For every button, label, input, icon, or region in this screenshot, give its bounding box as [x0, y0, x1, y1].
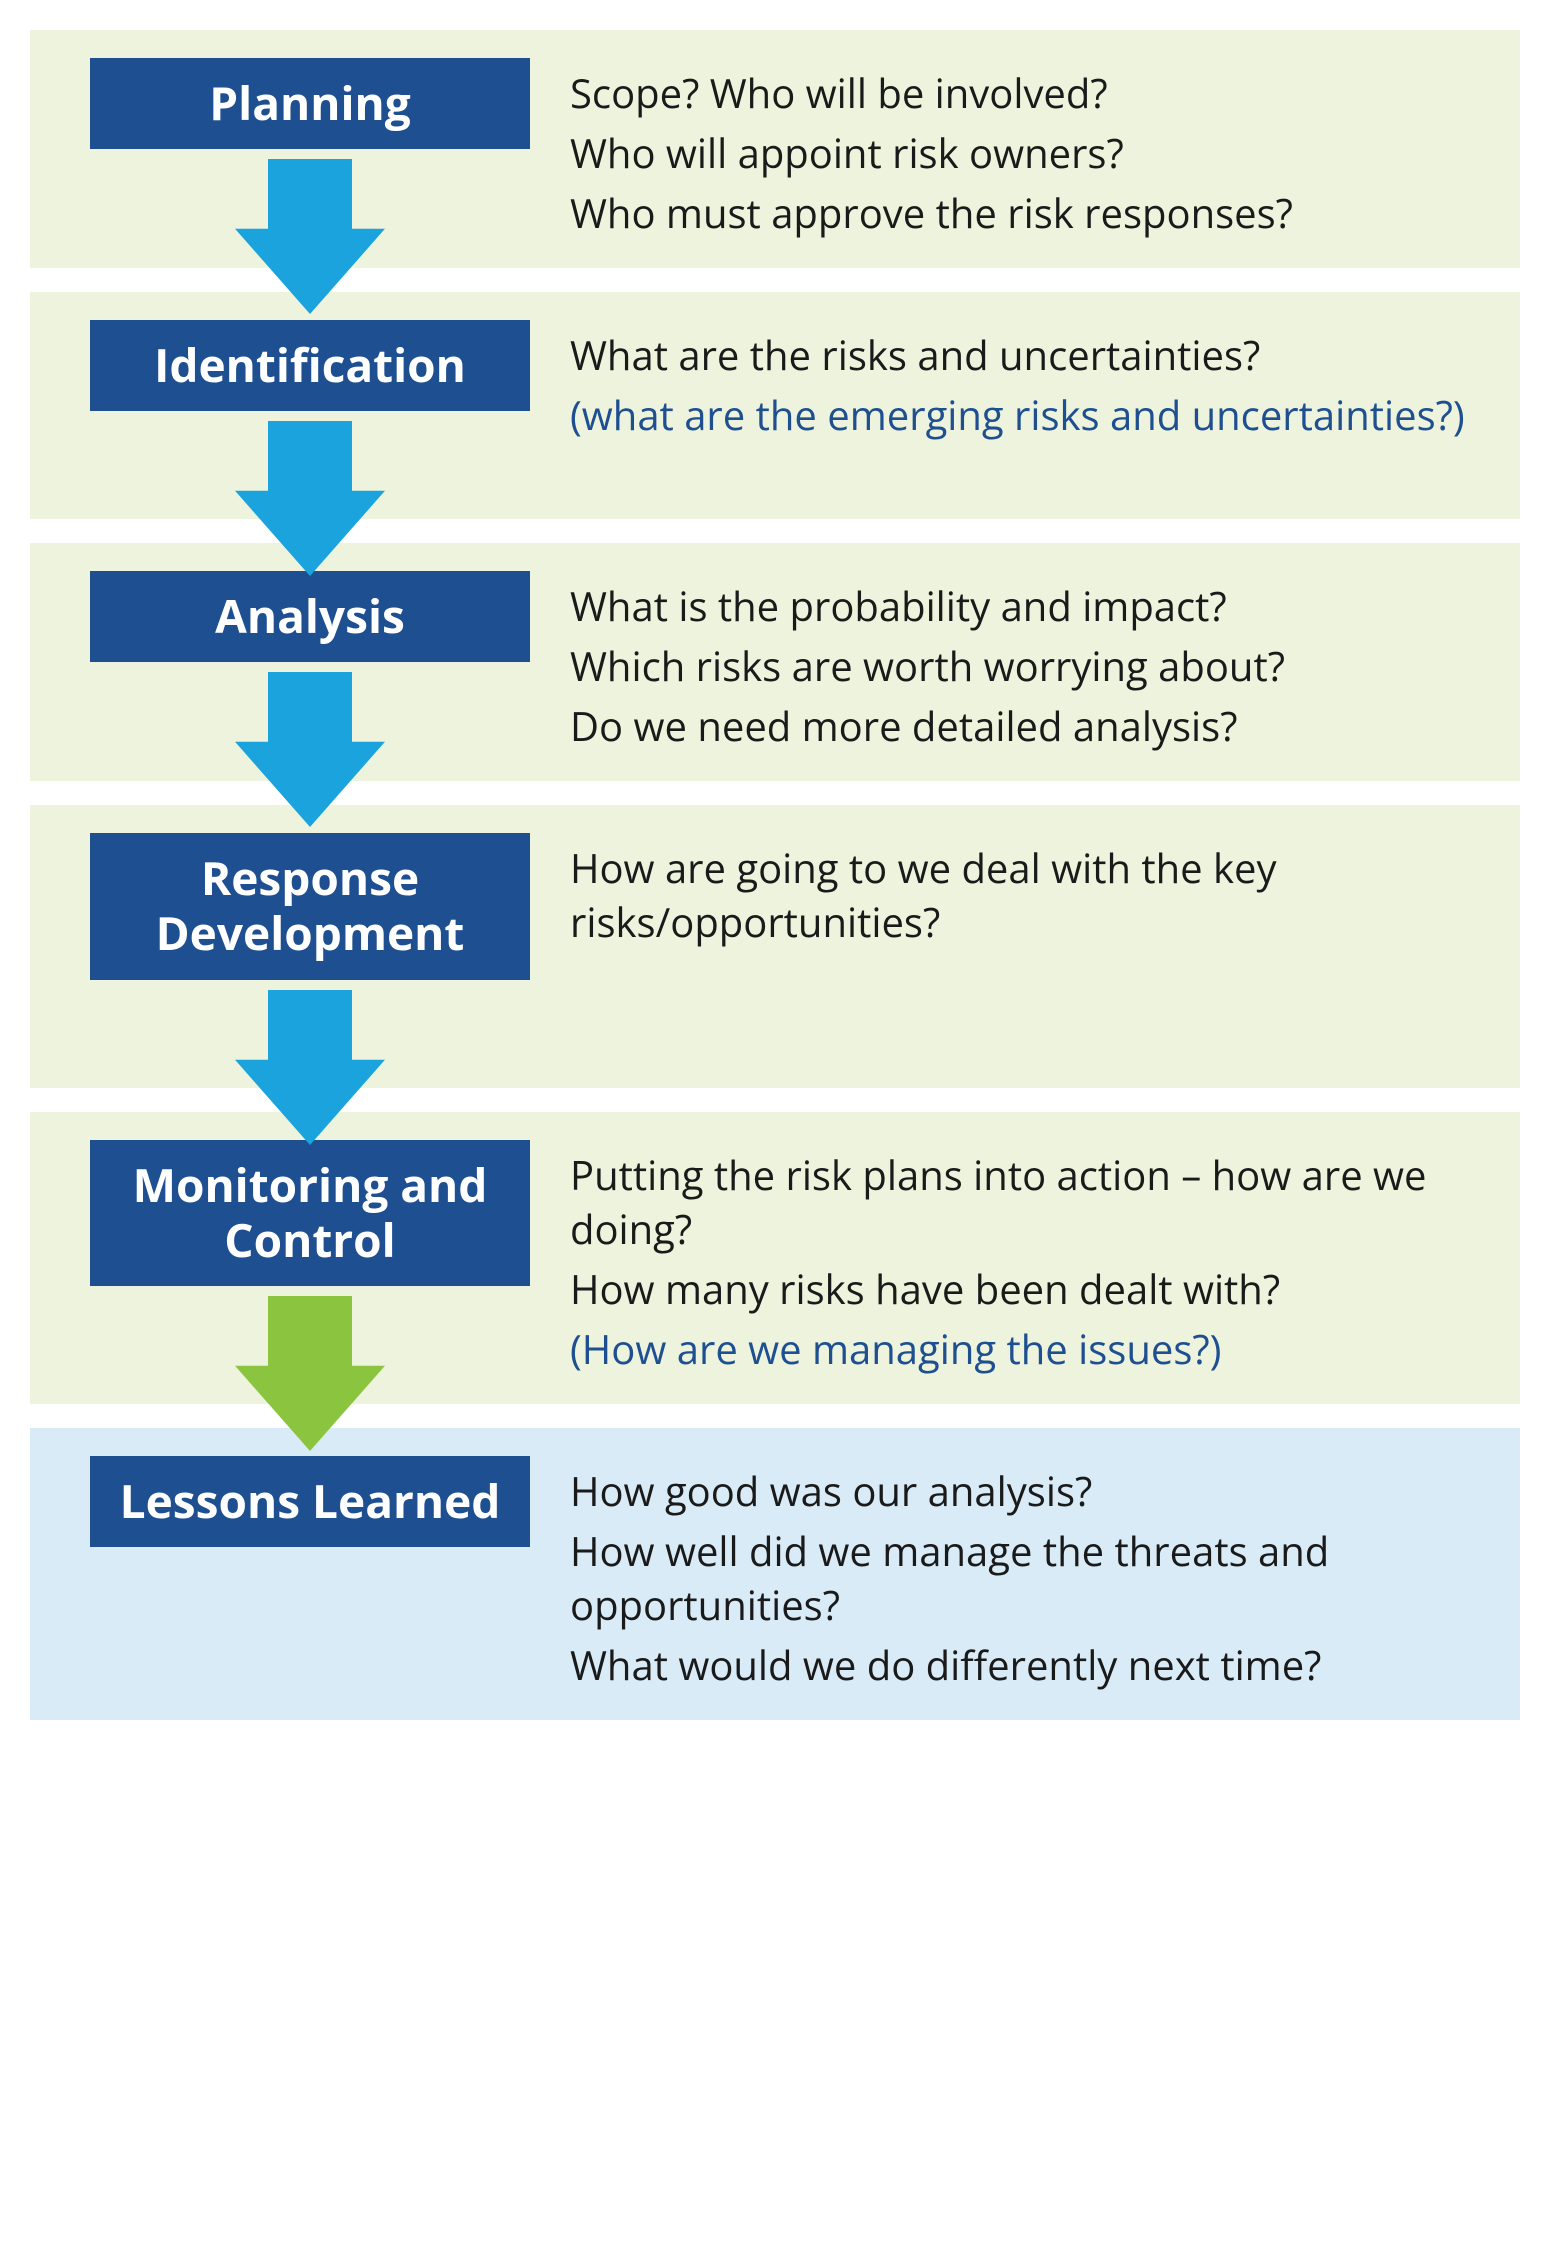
stage-questions: Scope? Who will be involved? Who will app… [570, 58, 1480, 240]
stage-planning: Planning Scope? Who will be involved? Who… [30, 30, 1520, 268]
question-line: (How are we managing the issues?) [570, 1322, 1480, 1376]
stage-response-development: Response Development How are going to we… [30, 805, 1520, 1087]
stage-title: Lessons Learned [90, 1456, 530, 1547]
stage-arrow [235, 1296, 385, 1451]
stage-questions: Putting the risk plans into action – how… [570, 1140, 1480, 1376]
stage-questions: How good was our analysis? How well did w… [570, 1456, 1480, 1692]
arrow-down-icon [235, 421, 385, 576]
question-line: How are going to we deal with the key ri… [570, 841, 1480, 949]
stage-title: Analysis [90, 571, 530, 662]
stage-title: Response Development [90, 833, 530, 979]
question-line: What would we do differently next time? [570, 1638, 1480, 1692]
stage-analysis: Analysis What is the probability and imp… [30, 543, 1520, 781]
question-line: How good was our analysis? [570, 1464, 1480, 1518]
stage-title: Identification [90, 320, 530, 411]
stage-title: Planning [90, 58, 530, 149]
stage-left-column: Analysis [90, 571, 530, 742]
arrow-down-icon [235, 672, 385, 827]
question-line: How many risks have been dealt with? [570, 1262, 1480, 1316]
question-line: Scope? Who will be involved? [570, 66, 1480, 120]
stage-left-column: Planning [90, 58, 530, 229]
stage-left-column: Monitoring and Control [90, 1140, 530, 1366]
stage-questions: How are going to we deal with the key ri… [570, 833, 1480, 949]
question-line: What is the probability and impact? [570, 579, 1480, 633]
stage-questions: What are the risks and uncertainties? (wh… [570, 320, 1480, 442]
stage-arrow [235, 159, 385, 314]
question-line: Which risks are worth worrying about? [570, 639, 1480, 693]
question-line: (what are the emerging risks and uncerta… [570, 388, 1480, 442]
question-line: What are the risks and uncertainties? [570, 328, 1480, 382]
stage-left-column: Lessons Learned [90, 1456, 530, 1547]
risk-process-flowchart: Planning Scope? Who will be involved? Who… [30, 30, 1520, 1720]
stage-left-column: Response Development [90, 833, 530, 1059]
arrow-down-icon [235, 1296, 385, 1451]
stage-left-column: Identification [90, 320, 530, 491]
question-line: Do we need more detailed analysis? [570, 699, 1480, 753]
stage-arrow [235, 672, 385, 827]
arrow-down-icon [235, 159, 385, 314]
question-line: Who must approve the risk responses? [570, 186, 1480, 240]
stage-monitoring-control: Monitoring and Control Putting the risk … [30, 1112, 1520, 1404]
stage-title: Monitoring and Control [90, 1140, 530, 1286]
question-line: How well did we manage the threats and o… [570, 1524, 1480, 1632]
arrow-down-icon [235, 990, 385, 1145]
stage-arrow [235, 421, 385, 576]
question-line: Putting the risk plans into action – how… [570, 1148, 1480, 1256]
stage-identification: Identification What are the risks and un… [30, 292, 1520, 519]
question-line: Who will appoint risk owners? [570, 126, 1480, 180]
stage-lessons-learned: Lessons Learned How good was our analysis… [30, 1428, 1520, 1720]
stage-arrow [235, 990, 385, 1145]
stage-questions: What is the probability and impact? Which… [570, 571, 1480, 753]
